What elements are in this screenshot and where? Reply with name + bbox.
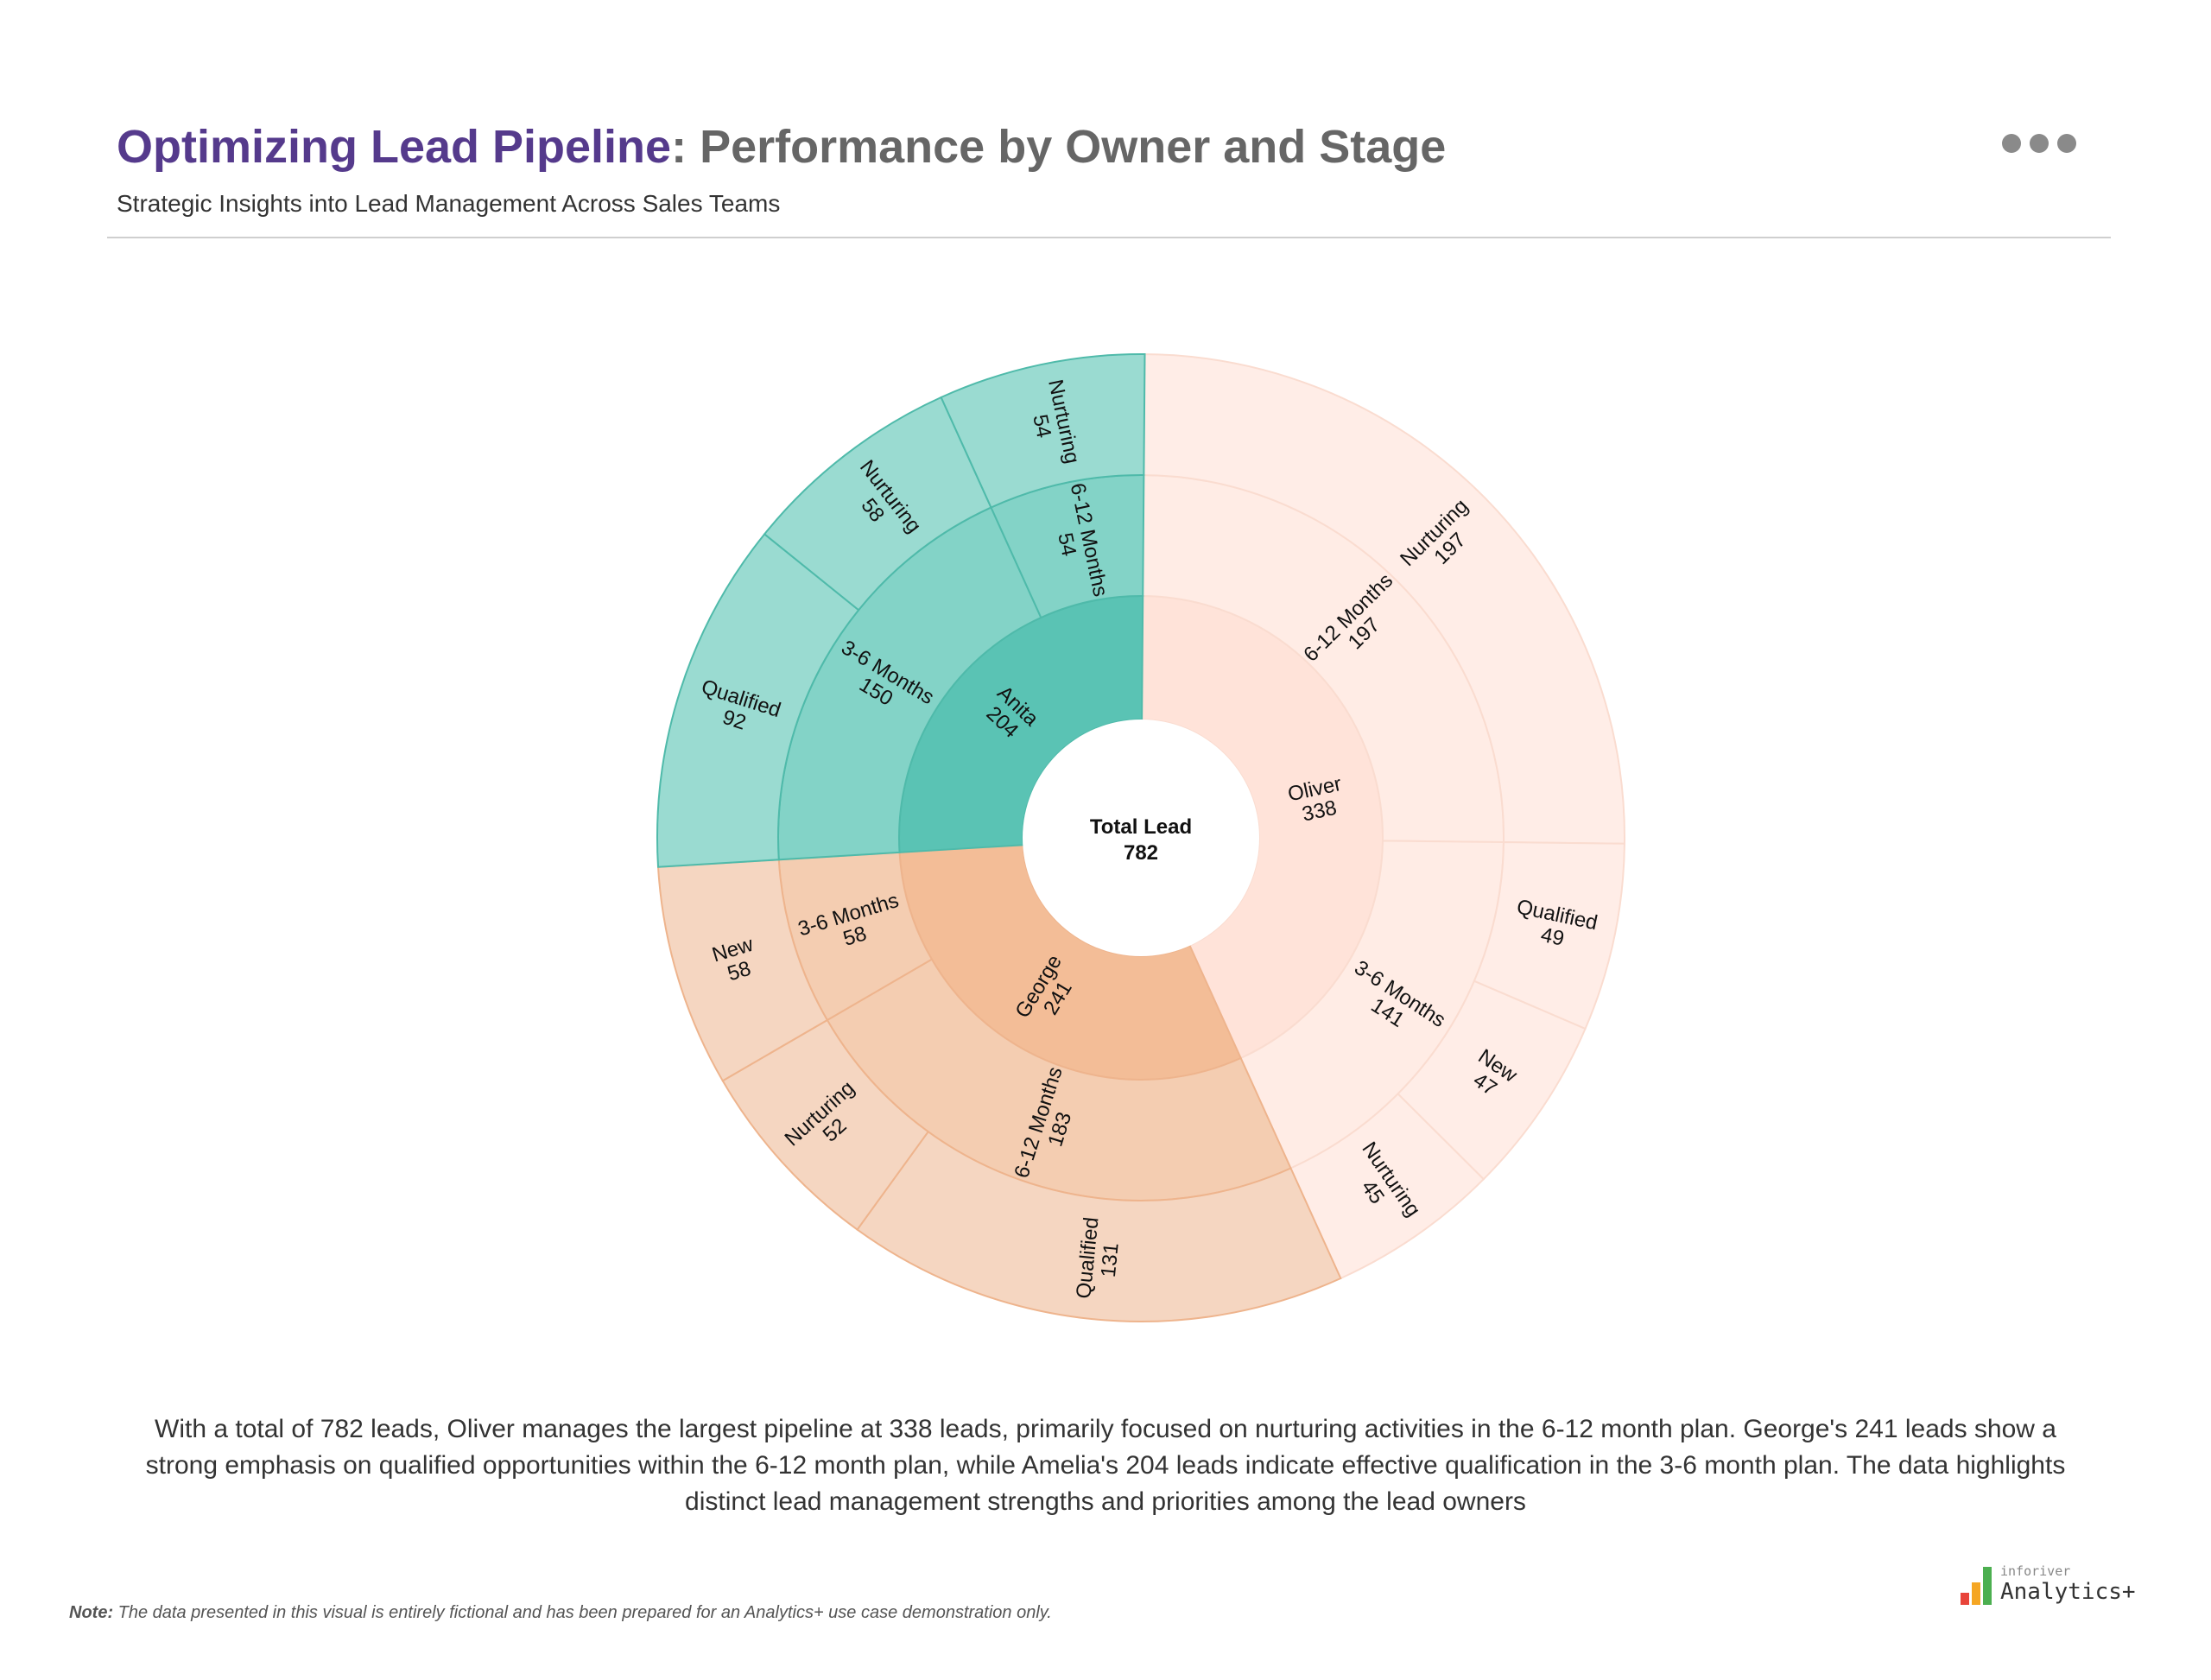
center-hole [1023,720,1259,956]
footnote: Note: The data presented in this visual … [69,1603,1052,1623]
brand-small-text: inforiver [2000,1563,2071,1579]
brand-bars-icon [1961,1565,1992,1605]
more-dot-icon [2002,134,2021,153]
footnote-text: The data presented in this visual is ent… [113,1603,1052,1622]
more-options-button[interactable] [2002,131,2081,155]
center-total-label: Total Lead 782 [1090,815,1192,865]
more-dot-icon [2030,134,2049,153]
stage-segment-oliver-6-12-months-nurturing[interactable] [1140,352,1625,845]
title-rest: : Performance by Owner and Stage [671,121,1447,173]
page-title: Optimizing Lead Pipeline: Performance by… [117,112,2103,181]
footnote-label: Note: [69,1603,114,1622]
more-dot-icon [2057,134,2076,153]
chart-header: Optimizing Lead Pipeline: Performance by… [117,112,2103,221]
header-divider [107,237,2111,238]
title-accent: Optimizing Lead Pipeline [117,121,672,173]
chart-summary: With a total of 782 leads, Oliver manage… [145,1415,2066,1516]
brand-logo: inforiver Analytics+ [1961,1563,2136,1605]
page-subtitle: Strategic Insights into Lead Management … [117,190,781,217]
stage-segment-anita-6-12-months-nurturing[interactable] [940,353,1146,509]
brand-name: Analytics+ [2000,1579,2136,1605]
